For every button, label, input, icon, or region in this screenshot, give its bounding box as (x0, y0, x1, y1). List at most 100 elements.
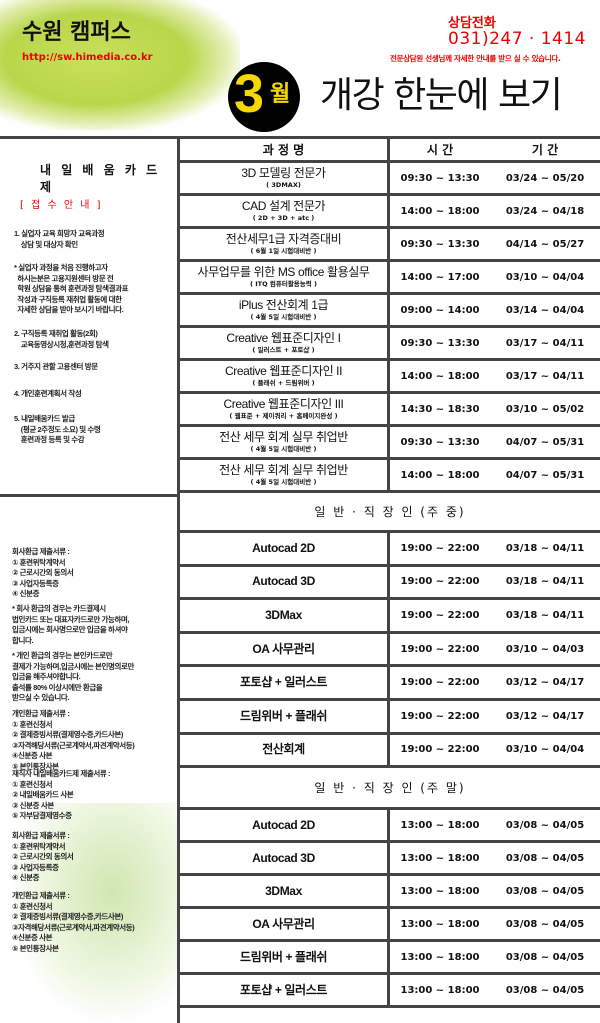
table-row: 전산세무1급 자격증대비( 6월 1일 시험대비반 ) 09:30 ~ 13:30… (180, 229, 600, 262)
course-name: Creative 웹표준디자인 II (224, 364, 343, 378)
course-time: 19:00 ~ 22:00 (400, 744, 480, 756)
course-cell: 드림위버 + 플래쉬 (180, 700, 390, 732)
table-row: Autocad 3D 13:00 ~ 18:00 03/08 ~ 04/05 (180, 843, 600, 877)
header-period: 기 간 (531, 143, 559, 157)
docs-company-note: * 회사 환급의 경우는 카드결제시 법인카드 또는 대표자카드로만 가능하며,… (12, 604, 130, 645)
course-name: 사무업무를 위한 MS office 활용실무 (197, 265, 370, 279)
course-cell: 전산세무1급 자격증대비( 6월 1일 시험대비반 ) (180, 229, 390, 259)
course-time: 13:00 ~ 18:00 (400, 819, 480, 831)
course-time: 14:00 ~ 17:00 (400, 271, 480, 283)
table-row: 전산 세무 회계 실무 취업반( 4월 5일 시험대비반 ) 14:00 ~ 18… (180, 460, 600, 493)
step-note: * 실업자 과정을 처음 진행하고자 하시는분은 고용지원센터 방문 전 학원 … (14, 263, 129, 314)
course-cell: Creative 웹표준디자인 II( 플래쉬 + 드림위버 ) (180, 361, 390, 391)
course-subtitle: ( 일러스트 + 포토샵 ) (252, 346, 315, 354)
course-name: 3DMax (265, 883, 302, 898)
course-cell: 전산 세무 회계 실무 취업반( 4월 5일 시험대비반 ) (180, 427, 390, 457)
month-number: 3 (234, 64, 265, 124)
course-time: 13:00 ~ 18:00 (400, 852, 480, 864)
course-name: Autocad 2D (252, 817, 315, 832)
course-name: Autocad 3D (252, 850, 315, 865)
course-name: 전산 세무 회계 실무 취업반 (219, 463, 348, 477)
course-subtitle: ( 3DMAX) (266, 181, 301, 189)
phone-number: 031)247 · 1414 (448, 29, 587, 49)
header-course: 과 정 명 (180, 139, 390, 160)
course-cell: 3DMax (180, 600, 390, 631)
website-link[interactable]: http://sw.himedia.co.kr (22, 52, 153, 63)
leaf-decoration (10, 803, 177, 1023)
course-cell: Autocad 2D (180, 533, 390, 564)
course-cell: CAD 설계 전문가( 2D + 3D + atc ) (180, 196, 390, 226)
table-row: 포토샵 + 일러스트 19:00 ~ 22:00 03/12 ~ 04/17 (180, 667, 600, 701)
table-row: OA 사무관리 13:00 ~ 18:00 03/08 ~ 04/05 (180, 909, 600, 943)
table-row: 3DMax 19:00 ~ 22:00 03/18 ~ 04/11 (180, 600, 600, 634)
table-row: 드림위버 + 플래쉬 13:00 ~ 18:00 03/08 ~ 04/05 (180, 942, 600, 976)
left-info-panel: 내 일 배 움 카 드 제 [ 접 수 안 내 ] 1. 실업자 교육 희망자 … (0, 136, 180, 1023)
receipt-title: [ 접 수 안 내 ] (20, 200, 103, 211)
course-period: 03/18 ~ 04/11 (505, 542, 585, 554)
course-cell: OA 사무관리 (180, 909, 390, 940)
course-time: 14:00 ~ 18:00 (400, 205, 480, 217)
course-period: 03/17 ~ 04/11 (505, 370, 585, 382)
step-5: 5. 내일배움카드 발급 (평균 2주정도 소요) 및 수령 훈련과정 등록 및… (14, 414, 101, 444)
docs-employee: 재직자 내일배움카드제 제출서류 : ① 훈련신청서 ② 내일배움카드 사본 ③… (12, 769, 111, 820)
course-cell: Autocad 3D (180, 566, 390, 598)
table-header: 과 정 명 시 간 기 간 (180, 139, 600, 163)
course-time: 13:00 ~ 18:00 (400, 951, 480, 963)
course-subtitle: ( 웹표준 + 제이쿼리 + 홈페이지완성 ) (229, 412, 338, 420)
course-cell: Autocad 2D (180, 810, 390, 841)
course-time: 09:30 ~ 13:30 (400, 337, 480, 349)
course-time: 09:30 ~ 13:30 (400, 172, 480, 184)
course-time: 13:00 ~ 18:00 (400, 918, 480, 930)
course-period: 03/10 ~ 04/03 (505, 643, 585, 655)
course-name: 3D 모델링 전문가 (241, 166, 326, 180)
table-row: Creative 웹표준디자인 III( 웹표준 + 제이쿼리 + 홈페이지완성… (180, 394, 600, 427)
course-subtitle: ( 플래쉬 + 드림위버 ) (252, 379, 315, 387)
course-period: 03/08 ~ 04/05 (505, 885, 585, 897)
course-time: 09:30 ~ 13:30 (400, 436, 480, 448)
course-period: 03/17 ~ 04/11 (505, 337, 585, 349)
docs-company: 회사환급 제출서류 : ① 훈련위탁계약서 ② 근로시간외 동의서 ③ 사업자등… (12, 547, 74, 598)
course-subtitle: ( 2D + 3D + atc ) (252, 214, 315, 222)
course-subtitle: ( 4월 5일 시험대비반 ) (250, 478, 317, 486)
course-time: 13:00 ~ 18:00 (400, 984, 480, 996)
course-name: OA 사무관리 (252, 916, 315, 931)
course-time: 19:00 ~ 22:00 (400, 710, 480, 722)
course-cell: 사무업무를 위한 MS office 활용실무( ITQ 컴퓨터활용능력 ) (180, 262, 390, 292)
course-time: 13:00 ~ 18:00 (400, 885, 480, 897)
course-period: 03/18 ~ 04/11 (505, 576, 585, 588)
table-row: 3D 모델링 전문가( 3DMAX) 09:30 ~ 13:30 03/24 ~ 0… (180, 163, 600, 196)
phone-label: 상담전화 (448, 16, 496, 31)
docs-company-2: 회사환급 제출서류 : ① 훈련위탁계약서 ② 근로시간외 동의서 ③ 사업자등… (12, 831, 74, 882)
month-unit: 월 (270, 82, 291, 107)
course-cell: iPlus 전산회계 1급( 4월 5일 시험대비반 ) (180, 295, 390, 325)
table-row: 전산 세무 회계 실무 취업반( 4월 5일 시험대비반 ) 09:30 ~ 13… (180, 427, 600, 460)
divider (0, 494, 177, 497)
course-name: 드림위버 + 플래쉬 (240, 708, 327, 723)
table-row: Creative 웹표준디자인 I( 일러스트 + 포토샵 ) 09:30 ~ 1… (180, 328, 600, 361)
weekend-section-title: 일 반 · 직 장 인 (주 말) (180, 768, 600, 811)
course-name: 포토샵 + 일러스트 (240, 675, 327, 690)
course-name: 전산회계 (262, 742, 305, 757)
course-name: Autocad 3D (252, 574, 315, 589)
course-cell: 3D 모델링 전문가( 3DMAX) (180, 163, 390, 193)
course-name: OA 사무관리 (252, 641, 315, 656)
course-cell: 포토샵 + 일러스트 (180, 975, 390, 1006)
docs-personal: 개인환급 제출서류 : ① 훈련신청서 ② 결제증빙서류(결제영수증,카드사본)… (12, 709, 135, 771)
brand-name: 수원 캠퍼스 (22, 20, 131, 45)
course-cell: 전산 세무 회계 실무 취업반( 4월 5일 시험대비반 ) (180, 460, 390, 490)
course-period: 03/08 ~ 04/05 (505, 819, 585, 831)
course-time: 19:00 ~ 22:00 (400, 643, 480, 655)
course-time: 19:00 ~ 22:00 (400, 609, 480, 621)
step-3: 3. 거주지 관할 고용센터 방문 (14, 362, 98, 371)
table-row: 전산회계 19:00 ~ 22:00 03/10 ~ 04/04 (180, 734, 600, 769)
course-period: 03/24 ~ 04/18 (505, 205, 585, 217)
headline: 개강 한눈에 보기 (320, 75, 563, 116)
course-cell: 포토샵 + 일러스트 (180, 667, 390, 698)
course-period: 03/08 ~ 04/05 (505, 918, 585, 930)
course-cell: 전산회계 (180, 734, 390, 766)
course-period: 03/18 ~ 04/11 (505, 609, 585, 621)
brush-splash-decoration (0, 0, 240, 130)
step-1: 1. 실업자 교육 희망자 교육과정 상담 및 대상자 확인 (14, 229, 105, 249)
docs-personal-2: 개인환급 제출서류 : ① 훈련신청서 ② 결제증빙서류(결제영수증,카드사본)… (12, 891, 135, 953)
table-row: 드림위버 + 플래쉬 19:00 ~ 22:00 03/12 ~ 04/17 (180, 700, 600, 735)
